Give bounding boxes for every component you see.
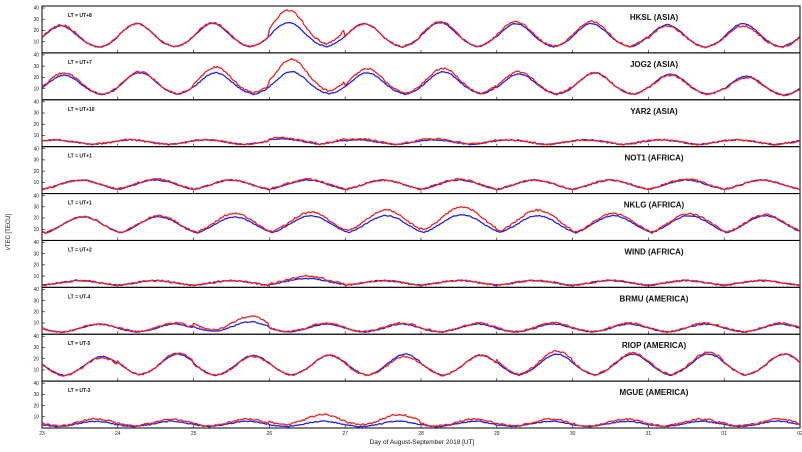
panel-nklg: 10 20 30 40 LT = UT+1 NKLG (AFRICA) xyxy=(33,193,801,241)
y-tick-label: 20 xyxy=(33,122,39,128)
y-tick-label: 30 xyxy=(33,64,39,70)
x-tick-label: 31 xyxy=(646,431,652,437)
y-tick-label: 10 xyxy=(33,227,39,233)
y-tick-label: 10 xyxy=(33,274,39,280)
x-tick-label: 27 xyxy=(342,431,348,437)
y-tick-label: 40 xyxy=(33,240,39,246)
y-tick-label: 40 xyxy=(33,334,39,340)
y-tick-label: 10 xyxy=(33,133,39,139)
y-tick-label: 20 xyxy=(33,309,39,315)
panel-frame xyxy=(41,5,801,54)
x-tick-label: 28 xyxy=(418,431,424,437)
y-tick-label: 40 xyxy=(33,193,39,199)
y-tick-label: 30 xyxy=(33,345,39,351)
panel-riop: 10 20 30 40 LT = UT-5 RIOP (AMERICA) xyxy=(33,333,801,382)
panel-station-label: NKLG (AFRICA) xyxy=(624,201,685,210)
y-tick-label: 20 xyxy=(33,403,39,409)
panel-hksl: 10 20 30 40 LT = UT+8 HKSL (ASIA) xyxy=(33,5,801,54)
panel-yar2: 10 20 30 40 LT = UT+10 YAR2 (ASIA) xyxy=(33,99,801,148)
y-tick-label: 30 xyxy=(33,158,39,164)
panel-station-label: WIND (AFRICA) xyxy=(624,247,683,256)
series-observed-line xyxy=(41,274,801,287)
y-axis-label: vTEC [TECU] xyxy=(6,214,12,251)
y-tick-label: 10 xyxy=(33,321,39,327)
y-tick-label: 30 xyxy=(33,392,39,398)
panel-mgue: 10 20 30 40 LT = UT-3 MGUE (AMERICA) xyxy=(33,380,801,429)
x-axis-label: Day of August-September 2018 [UT] xyxy=(370,439,475,446)
series-observed-line xyxy=(41,9,801,49)
panel-station-label: RIOP (AMERICA) xyxy=(622,341,687,350)
y-tick-label: 40 xyxy=(33,381,39,387)
y-tick-label: 20 xyxy=(33,263,39,269)
x-tick-label: 23 xyxy=(39,431,45,437)
series-observed-line xyxy=(41,315,801,334)
panel-wind: 10 20 30 40 LT = UT+2 WIND (AFRICA) xyxy=(33,239,801,288)
y-tick-label: 20 xyxy=(33,356,39,362)
y-tick-label: 10 xyxy=(33,368,39,374)
x-tick-label: 29 xyxy=(494,431,500,437)
panel-station-label: NOT1 (AFRICA) xyxy=(624,154,683,163)
series-observed-line xyxy=(41,136,801,147)
y-tick-label: 30 xyxy=(33,17,39,23)
panel-lt-label: LT = UT+1 xyxy=(68,201,92,207)
x-tick-label: 30 xyxy=(570,431,576,437)
series-reference-line xyxy=(41,353,801,377)
panel-brmu: 10 20 30 40 LT = UT-4 BRMU (AMERICA) xyxy=(33,286,801,335)
panels-group: 10 20 30 40 LT = UT+8 HKSL (ASIA) 10 20 30 40 LT =… xyxy=(33,5,801,429)
y-tick-label: 40 xyxy=(33,99,39,105)
panel-lt-label: LT = UT-4 xyxy=(68,294,90,300)
panel-station-label: JOG2 (ASIA) xyxy=(630,60,678,69)
panel-jog2: 10 20 30 40 LT = UT+7 JOG2 (ASIA) xyxy=(33,52,801,101)
x-tick-label: 25 xyxy=(191,431,197,437)
panel-lt-label: LT = UT-5 xyxy=(68,341,90,347)
y-tick-label: 20 xyxy=(33,75,39,81)
panel-frame xyxy=(41,52,801,101)
panel-frame xyxy=(41,333,801,382)
panel-frame xyxy=(41,146,801,195)
panel-lt-label: LT = UT+1 xyxy=(68,154,92,160)
series-observed-line xyxy=(41,413,801,428)
x-tick-label: 02 xyxy=(797,431,802,437)
y-tick-label: 10 xyxy=(33,414,39,420)
y-tick-label: 10 xyxy=(33,86,39,92)
series-observed-line xyxy=(41,177,801,191)
y-tick-label: 30 xyxy=(33,111,39,117)
series-observed-line xyxy=(41,57,801,97)
series-observed-line xyxy=(41,349,801,377)
x-tick-label: 01 xyxy=(721,431,727,437)
series-reference-line xyxy=(41,214,801,234)
y-tick-label: 20 xyxy=(33,216,39,222)
y-tick-label: 30 xyxy=(33,204,39,210)
y-tick-label: 10 xyxy=(33,39,39,45)
y-tick-label: 40 xyxy=(33,146,39,152)
y-tick-label: 30 xyxy=(33,298,39,304)
panel-lt-label: LT = UT+7 xyxy=(68,60,92,66)
y-tick-label: 40 xyxy=(33,287,39,293)
x-tick-label: 26 xyxy=(267,431,273,437)
series-observed-line xyxy=(41,206,801,235)
y-tick-label: 10 xyxy=(33,180,39,186)
panel-station-label: HKSL (ASIA) xyxy=(630,13,679,22)
panel-lt-label: LT = UT+2 xyxy=(68,247,92,253)
y-tick-label: 40 xyxy=(33,53,39,59)
panel-lt-label: LT = UT+8 xyxy=(68,13,92,19)
y-tick-label: 30 xyxy=(33,251,39,257)
y-tick-label: 20 xyxy=(33,28,39,34)
panel-not1: 10 20 30 40 LT = UT+1 NOT1 (AFRICA) xyxy=(33,146,801,195)
panel-lt-label: LT = UT-3 xyxy=(68,388,90,394)
y-tick-label: 20 xyxy=(33,169,39,175)
panel-station-label: MGUE (AMERICA) xyxy=(620,388,689,397)
x-tick-labels-group: 23 24 25 26 27 28 29 30 31 01 02 xyxy=(39,431,802,437)
panel-lt-label: LT = UT+10 xyxy=(68,107,95,113)
panel-station-label: BRMU (AMERICA) xyxy=(620,294,689,303)
x-tick-label: 24 xyxy=(115,431,121,437)
y-tick-label: 40 xyxy=(33,6,39,12)
panel-station-label: YAR2 (ASIA) xyxy=(630,107,678,116)
